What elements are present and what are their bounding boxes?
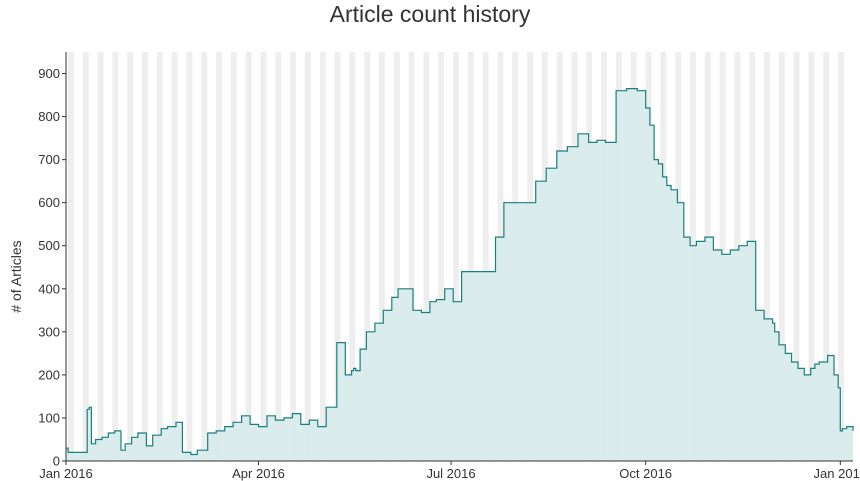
y-tick-label: 0 bbox=[53, 454, 60, 469]
grid-band bbox=[304, 52, 311, 461]
x-tick-label: Oct 2016 bbox=[619, 466, 672, 481]
y-tick-label: 400 bbox=[38, 281, 60, 296]
x-tick-label: Jan 2017 bbox=[814, 466, 860, 481]
grid-band bbox=[319, 52, 326, 461]
grid-band bbox=[142, 52, 148, 461]
grid-band bbox=[764, 52, 770, 461]
grid-band bbox=[334, 52, 341, 461]
y-tick-label: 600 bbox=[38, 195, 60, 210]
x-tick-label: Jul 2016 bbox=[426, 466, 475, 481]
grid-band bbox=[482, 52, 489, 461]
chart-title: Article count history bbox=[329, 1, 531, 27]
grid-band bbox=[838, 52, 844, 461]
grid-band bbox=[393, 52, 400, 461]
x-tick-label: Jan 2016 bbox=[39, 466, 93, 481]
grid-band bbox=[245, 52, 252, 461]
y-axis-ticks: 0 100 200 300 400 500 600 700 800 900 bbox=[38, 66, 66, 469]
y-tick-label: 300 bbox=[38, 324, 60, 339]
grid-band bbox=[808, 52, 815, 461]
grid-band bbox=[823, 52, 830, 461]
grid-band bbox=[467, 52, 474, 461]
grid-band bbox=[275, 52, 282, 461]
grid-band bbox=[260, 52, 267, 461]
grid-band bbox=[364, 52, 371, 461]
y-tick-label: 700 bbox=[38, 152, 60, 167]
grid-band bbox=[379, 52, 385, 461]
grid-band bbox=[230, 52, 237, 461]
grid-band bbox=[290, 52, 296, 461]
grid-band bbox=[156, 52, 163, 461]
grid-band bbox=[97, 52, 104, 461]
grid-band bbox=[778, 52, 785, 461]
grid-band bbox=[127, 52, 134, 461]
grid-band bbox=[793, 52, 800, 461]
grid-band bbox=[112, 52, 119, 461]
y-tick-label: 100 bbox=[38, 410, 60, 425]
grid-band bbox=[408, 52, 415, 461]
series-line bbox=[66, 88, 854, 456]
area-fill bbox=[66, 88, 853, 461]
x-tick-label: Apr 2016 bbox=[232, 466, 285, 481]
grid-band bbox=[201, 52, 208, 461]
y-tick-label: 200 bbox=[38, 367, 60, 382]
grid-band bbox=[68, 52, 74, 461]
grid-band bbox=[349, 52, 356, 461]
x-axis-ticks: Jan 2016 Apr 2016 Jul 2016 Oct 2016 Jan 2017 bbox=[39, 461, 860, 481]
grid-band bbox=[216, 52, 222, 461]
grid-band bbox=[438, 52, 445, 461]
grid-band bbox=[171, 52, 178, 461]
grid-band bbox=[453, 52, 459, 461]
y-tick-label: 900 bbox=[38, 66, 60, 81]
grid-band bbox=[186, 52, 193, 461]
y-tick-label: 800 bbox=[38, 109, 60, 124]
y-axis-label: # of Articles bbox=[8, 240, 24, 312]
grid-band bbox=[82, 52, 89, 461]
y-tick-label: 500 bbox=[38, 238, 60, 253]
grid-band bbox=[423, 52, 430, 461]
